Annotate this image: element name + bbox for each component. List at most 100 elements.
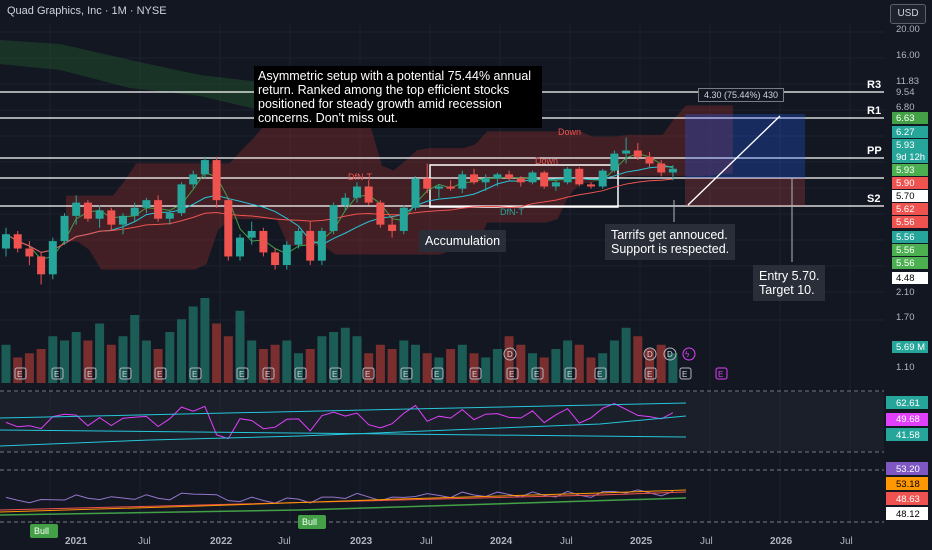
currency-button[interactable]: USD [890, 4, 926, 24]
volume-bar [188, 306, 198, 383]
candle-body [271, 252, 280, 266]
earnings-marker [362, 367, 375, 380]
earnings-marker [51, 367, 64, 380]
axis-tick-label: 5.56 [896, 217, 915, 228]
candle-body [294, 230, 303, 245]
osc1-value: 62.61 [896, 398, 920, 409]
candle-body [119, 215, 127, 225]
earnings-letter: E [332, 370, 337, 379]
axis-tick-label: 5.70 [896, 191, 915, 202]
level-label-r1: R1 [867, 105, 881, 117]
volume-bar [551, 349, 561, 383]
axis-tick-label: 5.56 [896, 245, 915, 256]
drawing-zones: Down Down DfN-T DfN-T [348, 114, 805, 262]
ma-line-9 [5, 166, 673, 253]
candle-body [259, 230, 268, 253]
volume-bar [481, 357, 491, 383]
osc2-tag-bg [886, 492, 928, 505]
candle-body [189, 174, 198, 185]
axis-tick-label: 1.70 [896, 312, 915, 323]
volume-bar [24, 353, 34, 383]
volume-bar [446, 349, 456, 383]
earnings-letter: E [567, 370, 572, 379]
bull-label: Bull [34, 526, 49, 536]
osc2-value: 48.12 [896, 509, 920, 520]
earnings-letter: E [534, 370, 539, 379]
candle-body [657, 163, 666, 173]
earnings-letter: E [647, 370, 652, 379]
earnings-letter: E [472, 370, 477, 379]
candle-body [575, 168, 584, 185]
volume-bar [106, 344, 116, 383]
symbol-title[interactable]: Quad Graphics, Inc · 1M · NYSE [7, 5, 167, 17]
axis-tick-label: 4.48 [896, 273, 915, 284]
candle-body [200, 160, 209, 175]
thesis-note: Asymmetric setup with a potential 75.44%… [254, 66, 542, 128]
volume-bar [352, 336, 362, 383]
time-axis-label: Jul [700, 536, 713, 547]
earnings-marker [84, 367, 97, 380]
candle-body [528, 172, 537, 183]
earnings-marker [644, 367, 657, 380]
volume-bar [247, 340, 257, 383]
earnings-letter: E [434, 370, 439, 379]
candle-body [247, 230, 256, 238]
signal-dfnt-2: DfN-T [500, 207, 524, 217]
axis-tick-label: 1.10 [896, 362, 915, 373]
candle-body [317, 230, 326, 261]
axis-tag-bg [892, 216, 928, 228]
axis-tick-label: 9d 12h [896, 152, 925, 163]
volume-bar [340, 327, 350, 383]
candle-body [551, 182, 560, 187]
pane1-band [0, 392, 884, 451]
osc1-value: 41.58 [896, 430, 920, 441]
volume-bar [574, 344, 584, 383]
osc2-value: 53.20 [896, 464, 920, 475]
osc2-value: 53.18 [896, 479, 920, 490]
axis-tag-bg [892, 203, 928, 215]
time-axis-label: 2025 [630, 536, 653, 547]
signal-dfnt-1: DfN-T [348, 172, 372, 182]
volume-bar [539, 357, 549, 383]
candle-body [458, 174, 467, 189]
candle-body [212, 160, 221, 201]
candle-body [388, 224, 397, 231]
earnings-marker [506, 367, 519, 380]
cloud-band-red [66, 105, 733, 270]
earnings-marker [119, 367, 132, 380]
target-zone [685, 114, 805, 178]
candle-body [60, 215, 69, 242]
dividend-letter: D [507, 350, 513, 359]
volume-bar [434, 357, 444, 383]
candle-body [130, 207, 139, 216]
volume-bar [130, 315, 140, 383]
signal-down-1: Down [558, 127, 581, 137]
axis-tick-label: 5.69 M [896, 342, 925, 353]
candle-body [540, 172, 549, 187]
volume-bar [317, 336, 327, 383]
earnings-letter: E [122, 370, 127, 379]
candle-body [83, 202, 92, 219]
osc1-signal [0, 415, 687, 447]
axis-tag-bg [892, 272, 928, 284]
candle-body [154, 200, 163, 219]
osc1-lower [0, 429, 687, 438]
time-axis-label: Jul [420, 536, 433, 547]
earnings-marker [329, 367, 342, 380]
osc1-value: 49.68 [896, 414, 920, 425]
candle-body [329, 205, 338, 231]
axis-tick-label: 11.83 [896, 76, 919, 87]
volume-bar [177, 319, 186, 383]
candle-body [353, 186, 361, 198]
earnings-letter: E [17, 370, 22, 379]
future-earnings-letter: E [718, 370, 723, 379]
earnings-letter: E [297, 370, 302, 379]
candle-body [107, 210, 116, 225]
volume-bar [563, 340, 573, 383]
osc2-value: 48.63 [896, 494, 920, 505]
axis-tag-bg [892, 139, 928, 151]
earnings-marker [400, 367, 413, 380]
volume-bar [83, 340, 93, 383]
earnings-letter: E [239, 370, 244, 379]
